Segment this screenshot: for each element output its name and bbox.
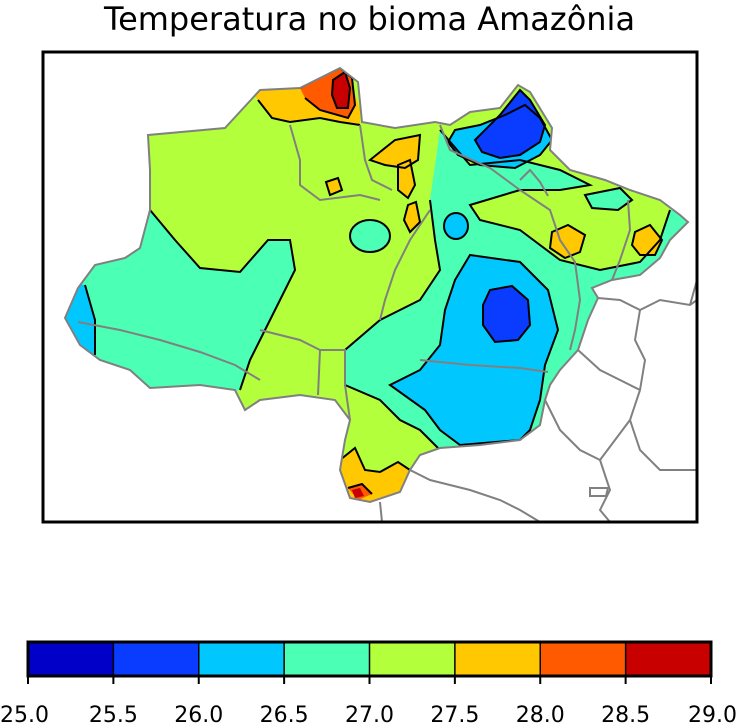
state-boundary-south-2 (409, 469, 541, 522)
state-boundary-roraima-para (359, 124, 393, 191)
state-boundary-amapa-coast (519, 168, 549, 197)
contour-26-5-west (84, 284, 96, 355)
colorbar-bin (369, 642, 455, 676)
colorbar-tick-label: 25.5 (89, 703, 138, 728)
contour-27-5-northwest (257, 99, 361, 126)
state-boundary-south-4 (379, 501, 383, 522)
colorbar-bin (28, 642, 114, 676)
colorbar-bin (198, 642, 285, 676)
map-title: Temperatura no bioma Amazônia (103, 0, 636, 38)
state-boundary-east-2 (628, 309, 697, 471)
colorbar-bin (284, 642, 370, 676)
colorbar-tick-label: 27.5 (430, 703, 479, 728)
contour-27-0-west (149, 209, 297, 391)
field-27-5-28-0-small-2 (404, 202, 420, 232)
state-boundary-south-1 (544, 399, 631, 462)
contour-28-0-south (347, 482, 373, 495)
state-boundary-amazonas-acre (77, 321, 261, 381)
state-boundary-south-5 (589, 487, 610, 497)
state-boundary-rondonia-west (317, 349, 321, 396)
contour-27-0-east (439, 129, 671, 272)
state-boundary-para-maranhao (519, 189, 582, 351)
temperature-field (65, 68, 688, 502)
state-boundary-para-tocantins (419, 359, 549, 373)
contour-27-5-small-1 (324, 176, 344, 197)
colorbar-tick-label: 28.0 (516, 703, 565, 728)
field-26-5-27-0-island (350, 220, 390, 252)
map-frame (41, 50, 699, 524)
state-boundary-maranhao-east (611, 199, 632, 281)
field-27-5-28-0-north (370, 135, 420, 168)
colorbar-bin (625, 642, 711, 676)
contour-27-5-east-1 (548, 223, 587, 260)
state-boundary-east-1 (597, 297, 697, 312)
contour-26-0-south (482, 284, 532, 344)
colorbar-bin (113, 642, 199, 676)
colorbar-tick-label: 25.0 (0, 703, 49, 728)
contour-27-5-south (339, 446, 411, 474)
state-boundary-amazonas-para (379, 209, 431, 321)
colorbar-tick-label: 26.0 (174, 703, 223, 728)
contour-27-5-north (367, 133, 422, 170)
contour-27-5-strip (397, 158, 417, 200)
field-28-5-29-0-south (352, 488, 364, 498)
colorbar: 25.0 25.5 26.0 26.5 27.0 27.5 28.0 28.5 29.0 (0, 640, 737, 728)
field-26-0-26-5-west (65, 280, 95, 360)
colorbar-bin (454, 642, 541, 676)
contour-27-5-east-2 (630, 223, 664, 256)
colorbar-tick-label: 29.0 (688, 703, 737, 728)
field-28-5-29-0-north (332, 72, 350, 108)
contour-26-5-small (443, 212, 469, 240)
contour-26-0-north (473, 88, 547, 160)
state-boundary-rondonia-mt (259, 329, 351, 421)
state-boundary-east-3 (577, 349, 641, 391)
state-boundary-para-amapa (439, 124, 521, 191)
biome-outline (63, 66, 690, 504)
contour-27-5-small-2 (402, 200, 422, 234)
colorbar-tick-label: 26.5 (260, 703, 309, 728)
colorbar-tick-label: 27.0 (345, 703, 394, 728)
state-boundary-south-3 (598, 459, 612, 522)
colorbar-bin (540, 642, 626, 676)
field-25-5-26-0-south (483, 286, 530, 342)
state-boundary-amazonas-roraima (289, 124, 381, 202)
contour-27-0-island (349, 219, 391, 253)
colorbar-tick-label: 28.5 (601, 703, 650, 728)
contour-26-5-south (388, 253, 560, 447)
outside-state-boundaries (379, 279, 697, 522)
state-boundaries (77, 124, 632, 421)
field-26-0-26-5-small (444, 213, 468, 239)
field-27-5-28-0-strip (398, 160, 415, 198)
contour-27-0-northeast (583, 186, 634, 212)
